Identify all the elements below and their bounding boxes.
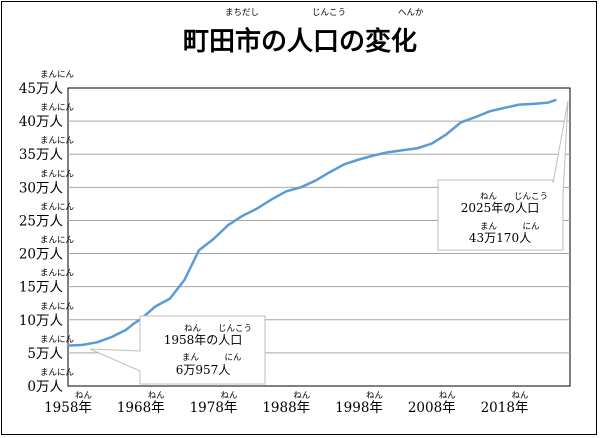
x-tick-ruby-0: ねん [75, 391, 93, 401]
x-tick-label-1: 1968年 [117, 400, 165, 416]
callout-2025-label: 2025年の人口 [461, 201, 540, 215]
x-tick-ruby-2: ねん [221, 391, 239, 401]
callout-1958-label: 1958年の人口 [164, 333, 243, 347]
y-tick-ruby-5: まんにん [40, 202, 75, 212]
y-tick-label-6: 30万人 [19, 180, 64, 196]
x-tick-label-4: 1998年 [335, 400, 383, 416]
title-ruby-henka: へんか [398, 8, 424, 18]
callout-1958-box [89, 315, 266, 385]
y-tick-ruby-6: まんにん [40, 169, 75, 179]
y-tick-ruby-3: まんにん [40, 269, 75, 279]
x-tick-label-0: 1958年 [44, 400, 92, 416]
y-tick-label-1: 5万人 [27, 346, 63, 362]
plot-area [67, 87, 571, 387]
y-tick-ruby-2: まんにん [40, 302, 75, 312]
x-tick-ruby-5: ねん [439, 391, 457, 401]
y-tick-label-0: 0万人 [27, 379, 63, 395]
y-tick-ruby-9: まんにん [40, 70, 75, 80]
callout-2025-box [437, 100, 569, 251]
y-tick-ruby-1: まんにん [40, 335, 75, 345]
x-axis-ticks: ねん1958年ねん1968年ねん1978年ねん1988年ねん1998年ねん200… [44, 391, 529, 416]
callout-1958-ruby-2: まん にん [182, 353, 242, 363]
callout-2025-value: 43万170人 [469, 231, 531, 245]
x-tick-label-3: 1988年 [262, 400, 310, 416]
chart-title-group: まちだし じんこう へんか 町田市の人口の変化 [183, 8, 424, 57]
y-tick-label-9: 45万人 [19, 81, 64, 97]
title-ruby-machidashi: まちだし [225, 8, 259, 18]
callout-2025: ねん じんこう 2025年の人口 まん にん 43万170人 [437, 100, 569, 251]
callout-2025-ruby-2: まん にん [480, 222, 540, 232]
y-axis-ticks: まんにん0万人まんにん5万人まんにん10万人まんにん15万人まんにん20万人まん… [19, 70, 75, 395]
callout-1958-value: 6万957人 [176, 363, 231, 377]
x-tick-ruby-3: ねん [293, 391, 311, 401]
x-tick-label-5: 2008年 [408, 400, 456, 416]
y-tick-label-4: 20万人 [19, 247, 64, 263]
y-tick-ruby-7: まんにん [40, 136, 75, 146]
x-tick-ruby-4: ねん [366, 391, 384, 401]
y-tick-label-5: 25万人 [19, 213, 64, 229]
x-tick-label-6: 2018年 [481, 400, 529, 416]
x-tick-ruby-6: ねん [512, 391, 530, 401]
callout-1958-ruby-1: ねん じんこう [184, 324, 252, 334]
callout-2025-ruby-1: ねん じんこう [480, 192, 548, 202]
y-tick-ruby-0: まんにん [40, 368, 75, 378]
title-ruby-jinkou: じんこう [312, 8, 346, 18]
x-tick-label-2: 1978年 [190, 400, 238, 416]
y-tick-ruby-4: まんにん [40, 236, 75, 246]
chart-title: 町田市の人口の変化 [183, 26, 417, 57]
y-tick-ruby-8: まんにん [40, 103, 75, 113]
x-tick-ruby-1: ねん [148, 391, 166, 401]
y-tick-label-7: 35万人 [19, 147, 64, 163]
callout-1958: ねん じんこう 1958年の人口 まん にん 6万957人 [89, 315, 266, 385]
y-tick-label-3: 15万人 [19, 280, 64, 296]
y-tick-label-2: 10万人 [19, 313, 64, 329]
y-tick-label-8: 40万人 [19, 114, 64, 130]
